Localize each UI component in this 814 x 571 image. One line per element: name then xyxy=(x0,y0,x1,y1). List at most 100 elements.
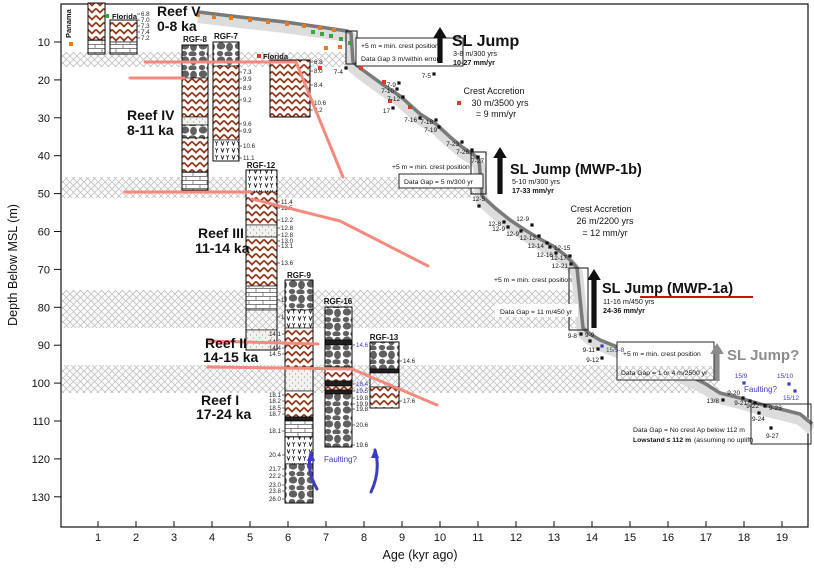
annotation-text: 17-33 mm/yr xyxy=(512,186,554,195)
sample-age-label: 14.5 xyxy=(269,351,282,358)
annotation-text: 8-11 ka xyxy=(127,122,174,138)
annotation-box xyxy=(495,304,578,317)
sample-point-label: 15/12 xyxy=(783,395,799,402)
sample-point-label: 12-5 xyxy=(472,196,485,203)
sample-point-marker xyxy=(434,118,438,122)
x-axis-title: Age (kyr ago) xyxy=(382,548,457,562)
annotation-text: RGF-12 xyxy=(247,161,276,170)
annotation-text: Faulting? xyxy=(324,455,357,464)
rgf-9-core-segment xyxy=(284,390,314,418)
sample-point-marker xyxy=(545,241,549,245)
sample-point-label: 7-10 xyxy=(381,88,394,95)
sample-age-label: 19.9 xyxy=(356,401,369,408)
annotation-box xyxy=(750,403,812,445)
annotation-text: 10-27 mm/yr xyxy=(453,58,495,67)
faulting-arrow-head xyxy=(307,451,315,461)
sample-point-label: 12-21 xyxy=(552,263,569,270)
annotation-text: Florida xyxy=(112,12,138,21)
annotation-text: (assuming no uplift) xyxy=(694,437,753,444)
sample-point-marker xyxy=(757,411,761,415)
y-tick-label: 10 xyxy=(38,37,50,49)
sample-point-marker xyxy=(600,344,604,348)
annotation-text: Reef V xyxy=(157,3,201,19)
sample-point-label: 7-4 xyxy=(334,69,344,76)
sample-age-label: 11.1 xyxy=(243,155,255,162)
sample-point-label: 17 xyxy=(383,108,391,115)
annotation-text: Florida xyxy=(263,52,289,61)
sl-jump-box xyxy=(568,267,589,331)
sample-point-label: 12-8 xyxy=(488,221,501,228)
rgf-8-core-segment xyxy=(181,116,209,126)
annotation-text: Data Gap = 5 m/300 yr xyxy=(404,179,474,186)
curve-envelope xyxy=(197,11,814,434)
orange-data-marker xyxy=(302,24,306,28)
sample-age-label: 12.8 xyxy=(281,225,294,232)
annotation-text: Panama xyxy=(64,8,73,38)
y-tick-label: 20 xyxy=(38,75,50,87)
green-data-marker xyxy=(105,14,109,18)
orange-data-marker xyxy=(285,22,289,26)
green-data-marker xyxy=(311,30,315,34)
florida-core-a-segment xyxy=(109,19,138,43)
annotation-text: Reef III xyxy=(198,225,244,241)
annotation-text: 3-8 m/300 yrs xyxy=(453,49,497,58)
y-tick-label: 130 xyxy=(32,492,50,504)
sample-point-label: 9-23 xyxy=(769,405,782,412)
sample-age-label: 23.8 xyxy=(269,488,282,495)
rgf-8-core-segment xyxy=(181,137,209,173)
rgf-9-core-segment xyxy=(284,416,314,422)
sample-point-marker xyxy=(569,262,573,266)
florida-core-b-segment xyxy=(269,59,311,118)
x-tick-label: 15 xyxy=(624,532,636,544)
green-data-marker xyxy=(348,41,352,45)
orange-data-marker xyxy=(338,45,342,49)
x-tick-label: 18 xyxy=(738,532,750,544)
sample-point-marker xyxy=(477,204,481,208)
sample-point-marker xyxy=(476,155,480,159)
x-tick-label: 3 xyxy=(171,532,177,544)
sample-age-label: 9.9 xyxy=(243,76,252,83)
florida-core-a-segment xyxy=(109,41,138,55)
y-tick-label: 60 xyxy=(38,227,50,239)
panama-core-segment xyxy=(87,39,106,55)
rgf-9-core-segment xyxy=(284,309,314,329)
sample-point-marker xyxy=(519,229,523,233)
sample-age-label: 9.2 xyxy=(243,97,252,104)
sample-point-label: 15/5-8 xyxy=(606,347,625,354)
orange-data-marker xyxy=(69,42,73,46)
y-tick-label: 30 xyxy=(38,113,50,125)
annotation-text: Reef IV xyxy=(127,107,175,123)
prior-sea-level-line xyxy=(143,60,345,179)
annotation-text: 5-10 m/300 yrs xyxy=(512,177,560,186)
sample-point-label: 7-5 xyxy=(422,73,432,80)
sample-point-label: 12-15 xyxy=(554,245,571,252)
annotation-box xyxy=(617,366,714,379)
sample-point-label: 7-18 xyxy=(420,119,433,126)
sample-point-label: 9-9 xyxy=(585,332,595,339)
faulting-arrow-head xyxy=(371,448,379,458)
annotation-text: Data Gap 3 m/within error xyxy=(361,56,440,63)
sample-age-label: 7.3 xyxy=(243,69,252,76)
sample-age-label: 18.1 xyxy=(269,392,282,399)
orange-data-marker xyxy=(196,13,200,17)
sample-age-label: 6.8 xyxy=(141,11,150,18)
sample-point-marker xyxy=(397,81,401,85)
sample-point-marker xyxy=(502,220,506,224)
sample-age-label: 20.4 xyxy=(269,452,282,459)
x-tick-label: 8 xyxy=(361,532,367,544)
rgf-8-core-segment xyxy=(181,171,209,191)
sample-point-marker xyxy=(437,125,441,129)
annotation-text: RGF-9 xyxy=(287,271,312,280)
panama-core-outline xyxy=(87,2,106,55)
sample-point-label: 7-27 xyxy=(471,158,484,165)
sample-point-marker xyxy=(537,234,541,238)
orange-data-marker xyxy=(248,18,252,22)
sample-age-label: 13.0 xyxy=(281,238,294,245)
x-tick-label: 10 xyxy=(434,532,446,544)
annotation-text: 30 m/3500 yrs xyxy=(471,98,529,108)
green-data-marker xyxy=(339,37,343,41)
sample-point-label: 9-22 xyxy=(746,403,759,410)
annotation-text: 11-16 m/450 yrs xyxy=(603,297,655,306)
red-data-marker xyxy=(388,99,392,103)
